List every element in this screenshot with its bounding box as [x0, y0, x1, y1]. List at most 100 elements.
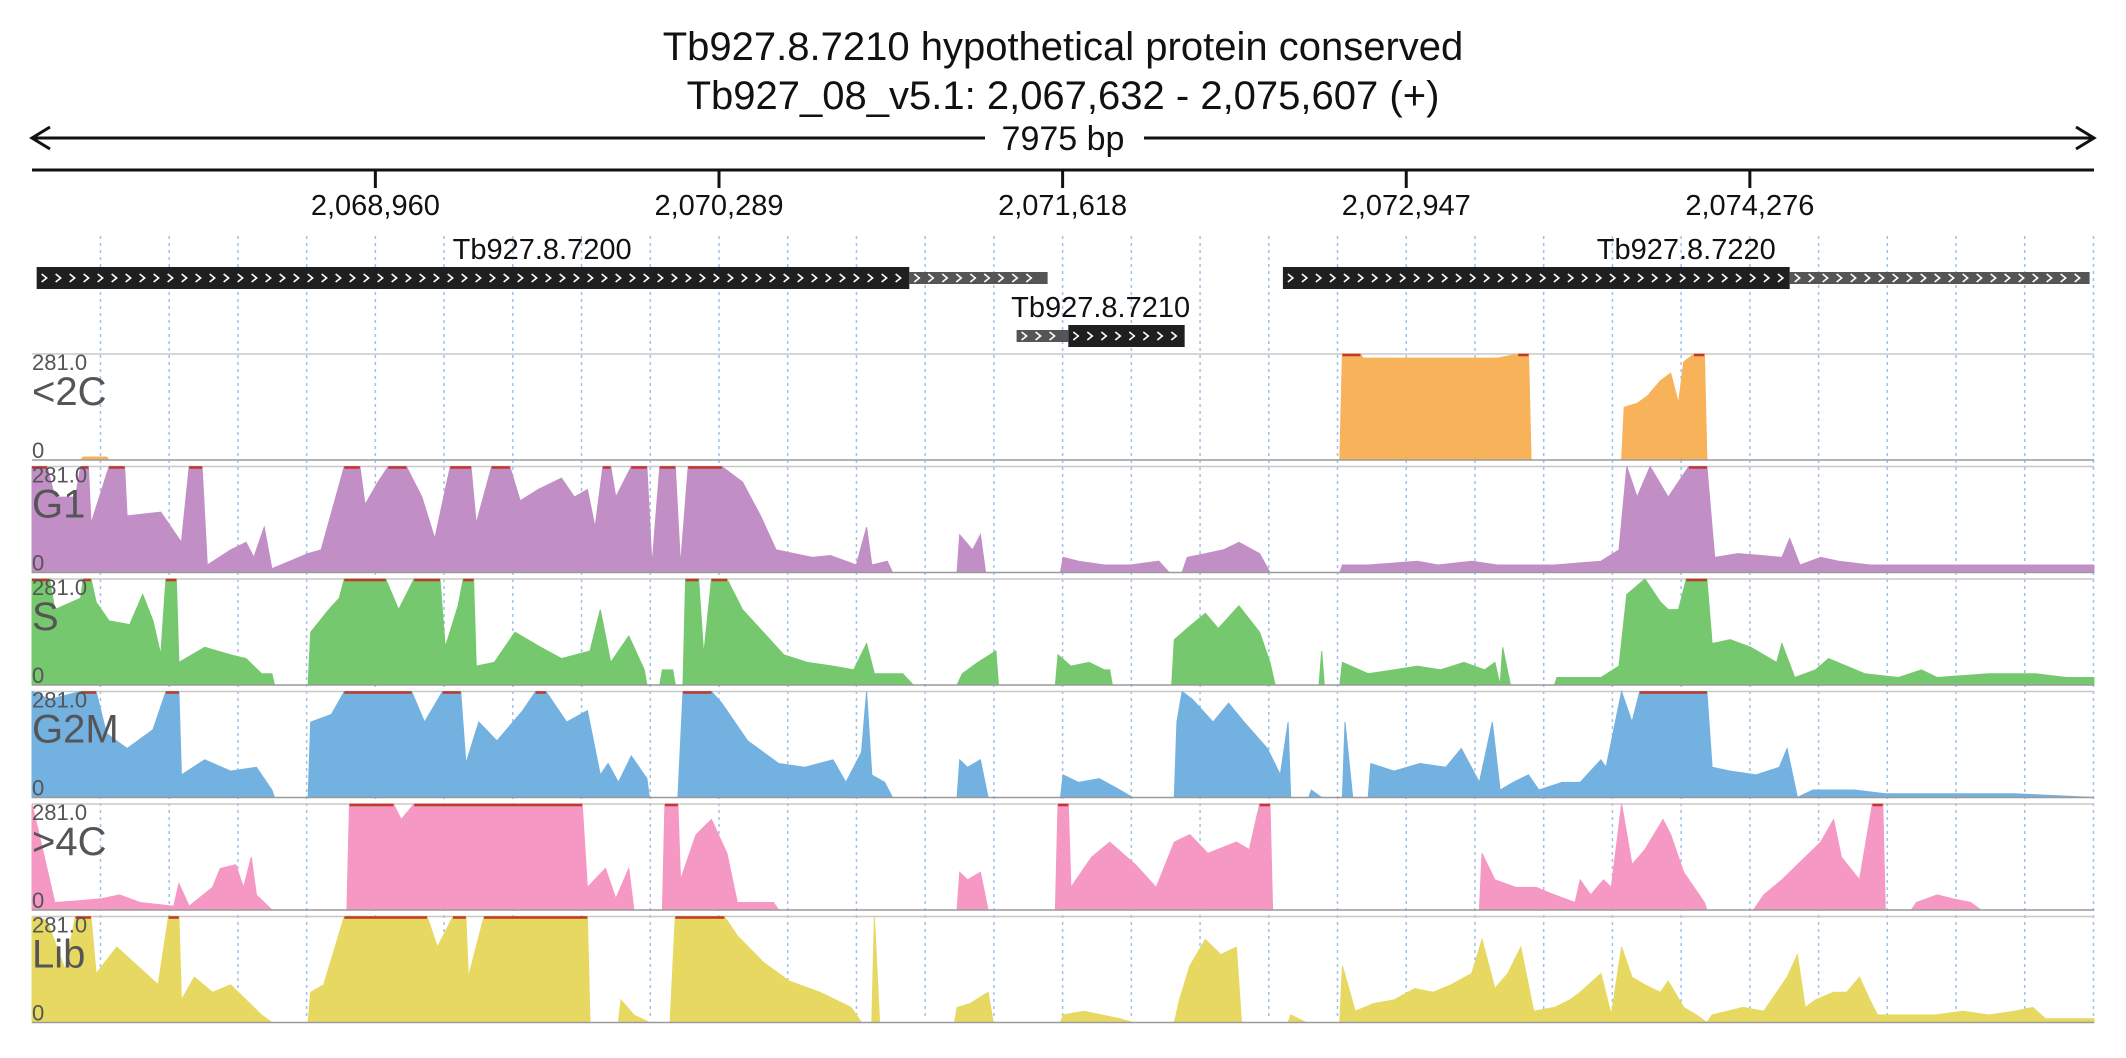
- strand-chevron: [153, 273, 160, 283]
- strand-chevron: [881, 273, 888, 283]
- strand-chevron: [629, 273, 636, 283]
- gene-model: Tb927.8.7200: [36, 234, 1048, 289]
- track-max-label: 281.0: [32, 688, 87, 713]
- strand-chevron: [69, 273, 76, 283]
- strand-chevron: [1315, 273, 1323, 283]
- strand-chevron: [2018, 273, 2025, 283]
- track-name-label: G2M: [32, 708, 119, 752]
- gene-utr-5: [1016, 330, 1069, 342]
- strand-chevron: [1357, 273, 1365, 283]
- track-min-label: 0: [32, 438, 44, 463]
- track-min-label: 0: [32, 551, 44, 576]
- strand-chevron: [895, 273, 902, 283]
- x-tick-label: 2,068,960: [311, 190, 440, 222]
- strand-chevron: [969, 273, 977, 283]
- strand-chevron: [783, 273, 790, 283]
- strand-chevron: [125, 273, 132, 283]
- strand-chevron: [1679, 273, 1687, 283]
- coverage-area: [31, 915, 2095, 1024]
- span-arrow-head-right: [2075, 125, 2097, 151]
- strand-chevron: [1721, 273, 1729, 283]
- coverage-track: 281.0<2C 0: [32, 350, 2094, 463]
- strand-chevron: [1100, 331, 1108, 341]
- strand-chevron: [1072, 331, 1080, 341]
- strand-chevron: [769, 273, 776, 283]
- strand-chevron: [1011, 273, 1019, 283]
- strand-chevron: [2046, 273, 2053, 283]
- strand-chevron: [1581, 273, 1589, 283]
- track-min-label: 0: [32, 1001, 44, 1026]
- strand-chevron: [2074, 273, 2081, 283]
- gene-name-label: Tb927.8.7200: [453, 234, 632, 266]
- gene-name-label: Tb927.8.7210: [1011, 292, 1190, 324]
- locus-coordinates: Tb927_08_v5.1: 2,067,632 - 2,075,607 (+): [687, 74, 1440, 118]
- strand-chevron: [1609, 273, 1617, 283]
- strand-chevron: [559, 273, 566, 283]
- strand-chevron: [293, 273, 300, 283]
- strand-chevron: [1539, 273, 1547, 283]
- strand-chevron: [279, 273, 286, 283]
- strand-chevron: [1343, 273, 1351, 283]
- strand-chevron: [1511, 273, 1519, 283]
- strand-chevron: [391, 273, 398, 283]
- strand-chevron: [685, 273, 692, 283]
- gene-title: Tb927.8.7210 hypothetical protein conser…: [663, 25, 1464, 69]
- strand-chevron: [601, 273, 608, 283]
- strand-chevron: [1948, 273, 1955, 283]
- strand-chevron: [1822, 273, 1829, 283]
- strand-chevron: [251, 273, 258, 283]
- strand-chevron: [1623, 273, 1631, 283]
- strand-chevron: [913, 273, 921, 283]
- strand-chevron: [1427, 273, 1435, 283]
- strand-chevron: [1469, 273, 1477, 283]
- track-max-label: 281.0: [32, 913, 87, 938]
- strand-chevron: [1553, 273, 1561, 283]
- x-tick-label: 2,071,618: [998, 190, 1127, 222]
- x-tick-label: 2,072,947: [1342, 190, 1471, 222]
- strand-chevron: [531, 273, 538, 283]
- gene-cds: [36, 267, 910, 289]
- coverage-tracks: 281.0<2C0281.0G10281.0S0281.0G2M0281.0>4…: [31, 350, 2095, 1026]
- strand-chevron: [1763, 273, 1771, 283]
- strand-chevron: [1035, 331, 1042, 341]
- strand-chevron: [83, 273, 90, 283]
- span-arrow-head-left: [29, 125, 51, 151]
- strand-chevron: [811, 273, 818, 283]
- strand-chevron: [573, 273, 580, 283]
- strand-chevron: [1021, 331, 1028, 341]
- strand-chevron: [475, 273, 482, 283]
- track-name-label: S: [32, 595, 59, 639]
- strand-chevron: [1399, 273, 1407, 283]
- track-name-label: <2C: [32, 370, 107, 414]
- strand-chevron: [1441, 273, 1449, 283]
- strand-chevron: [1329, 273, 1337, 283]
- strand-chevron: [1156, 331, 1164, 341]
- strand-chevron: [615, 273, 622, 283]
- track-min-label: 0: [32, 663, 44, 688]
- coverage-area: [31, 803, 2094, 911]
- strand-chevron: [265, 273, 272, 283]
- strand-chevron: [1170, 331, 1178, 341]
- strand-chevron: [1114, 331, 1122, 341]
- track-name-label: Lib: [32, 933, 85, 977]
- strand-chevron: [1892, 273, 1899, 283]
- coordinate-ticks: 2,068,960 2,070,289 2,071,618 2,072,947 2,07…: [311, 170, 1814, 222]
- strand-chevron: [1483, 273, 1491, 283]
- strand-chevron: [55, 273, 62, 283]
- strand-chevron: [503, 273, 510, 283]
- strand-chevron: [209, 273, 216, 283]
- strand-chevron: [1025, 273, 1033, 283]
- strand-chevron: [1287, 273, 1295, 283]
- strand-chevron: [1735, 273, 1743, 283]
- strand-chevron: [1976, 273, 1983, 283]
- coverage-area: [31, 465, 2095, 573]
- strand-chevron: [1497, 273, 1505, 283]
- strand-chevron: [489, 273, 496, 283]
- strand-chevron: [1413, 273, 1421, 283]
- strand-chevron: [167, 273, 174, 283]
- x-tick-label: 2,074,276: [1685, 190, 1814, 222]
- strand-chevron: [2060, 273, 2067, 283]
- strand-chevron: [363, 273, 370, 283]
- strand-chevron: [699, 273, 706, 283]
- strand-chevron: [461, 273, 468, 283]
